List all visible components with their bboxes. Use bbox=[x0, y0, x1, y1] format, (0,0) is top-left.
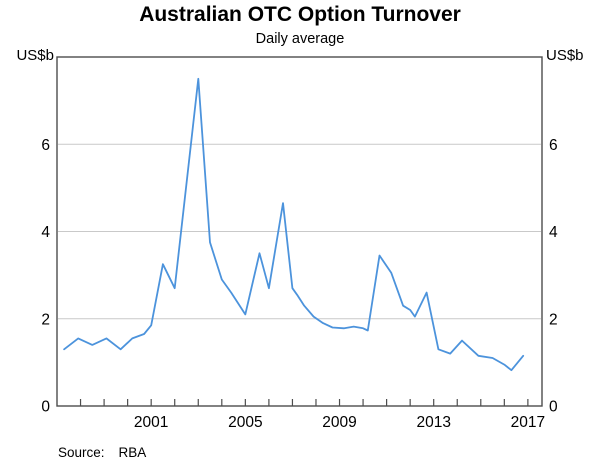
x-tick-label: 2009 bbox=[322, 414, 356, 431]
y-tick-label-left: 4 bbox=[41, 224, 50, 241]
y-tick-label-left: 0 bbox=[41, 399, 50, 416]
y-tick-label-right: 0 bbox=[549, 399, 558, 416]
x-tick-label: 2017 bbox=[511, 414, 545, 431]
y-axis-unit-right: US$b bbox=[546, 47, 584, 64]
x-tick-label: 2005 bbox=[228, 414, 262, 431]
y-axis-unit-left: US$b bbox=[16, 47, 54, 64]
chart-title: Australian OTC Option Turnover bbox=[139, 3, 461, 26]
source-label: Source: bbox=[58, 445, 105, 460]
y-tick-label-left: 2 bbox=[41, 311, 50, 328]
data-line-otc-turnover bbox=[63, 77, 525, 372]
y-tick-label-right: 4 bbox=[549, 224, 558, 241]
y-tick-label-right: 6 bbox=[549, 137, 558, 154]
x-tick-label: 2001 bbox=[134, 414, 168, 431]
chart-subtitle: Daily average bbox=[255, 31, 345, 47]
x-tick-label: 2013 bbox=[416, 414, 450, 431]
y-tick-label-right: 2 bbox=[549, 311, 558, 328]
source-note: Source: RBA bbox=[58, 445, 146, 460]
source-value: RBA bbox=[118, 445, 147, 460]
axis-frame bbox=[56, 56, 543, 407]
y-tick-label-left: 6 bbox=[41, 137, 50, 154]
